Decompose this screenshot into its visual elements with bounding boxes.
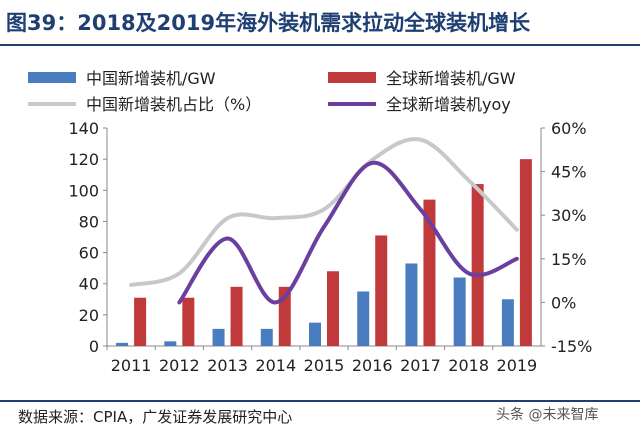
right-tick-label: 60% [551, 119, 587, 138]
legend-swatch [28, 72, 76, 83]
left-tick-label: 60 [79, 244, 99, 263]
global-bar [327, 271, 339, 346]
global-bar [230, 286, 243, 346]
left-tick-label: 20 [79, 306, 99, 325]
lines [129, 137, 519, 305]
source-note: 数据来源：CPIA，广发证券发展研究中心 [18, 408, 293, 426]
x-tick-label: 2015 [304, 356, 345, 375]
legend-label: 中国新增装机占比（%） [86, 95, 261, 114]
china-bar [309, 322, 321, 346]
china-bar [405, 263, 418, 346]
china-bar [357, 291, 370, 346]
legend-global-bar: 全球新增装机/GW [328, 69, 516, 88]
global-bar [471, 184, 484, 346]
legend-share-line: 中国新增装机占比（%） [28, 95, 261, 114]
left-tick-label: 120 [68, 150, 99, 169]
share-line [129, 137, 519, 287]
x-tick-label: 2013 [207, 356, 248, 375]
x-tick-label: 2019 [497, 356, 538, 375]
legend-label: 全球新增装机/GW [386, 69, 516, 88]
right-tick-label: 15% [551, 250, 587, 269]
china-bar [212, 328, 225, 346]
yoy-line [177, 160, 519, 305]
right-tick-label: 30% [551, 206, 587, 225]
legend: 中国新增装机/GW 全球新增装机/GW 中国新增装机占比（%） 全球新增装机yoy [28, 69, 516, 114]
china-bar [164, 341, 177, 346]
legend-label: 全球新增装机yoy [386, 95, 511, 114]
right-tick-label: -15% [551, 337, 592, 356]
legend-china-bar: 中国新增装机/GW [28, 69, 216, 88]
china-bar [260, 328, 273, 346]
x-tick-label: 2011 [111, 356, 152, 375]
left-tick-label: 140 [68, 119, 99, 138]
x-tick-label: 2018 [448, 356, 489, 375]
x-tick-label: 2017 [400, 356, 441, 375]
title-bar: 图39：2018及2019年海外装机需求拉动全球装机增长 [0, 0, 640, 44]
x-tick-label: 2016 [352, 356, 393, 375]
x-tick-label: 2014 [255, 356, 296, 375]
left-tick-label: 0 [89, 337, 99, 356]
right-tick-label: 0% [551, 293, 576, 312]
china-bar [501, 299, 514, 346]
left-tick-label: 80 [79, 212, 99, 231]
global-bar [375, 235, 388, 346]
title-divider [0, 44, 640, 46]
china-bar [116, 342, 129, 346]
global-bar [423, 199, 436, 346]
axes: 0 20 40 60 80 100 120 140 -15% 0% 15% 30% 45% 60% 2011… [68, 119, 592, 375]
right-tick-label: 45% [551, 163, 587, 182]
global-bar [182, 297, 195, 346]
global-bar [134, 297, 147, 346]
left-tick-label: 100 [68, 181, 99, 200]
footer-divider [0, 400, 640, 402]
legend-yoy-line: 全球新增装机yoy [328, 95, 511, 114]
watermark: 头条 @未来智库 [496, 407, 599, 423]
chart: 中国新增装机/GW 全球新增装机/GW 中国新增装机占比（%） 全球新增装机yoy 0… [28, 69, 592, 375]
chart-title: 图39：2018及2019年海外装机需求拉动全球装机增长 [6, 11, 531, 35]
global-bar [519, 159, 532, 346]
legend-swatch [328, 72, 376, 83]
legend-label: 中国新增装机/GW [86, 69, 216, 88]
x-tick-label: 2012 [159, 356, 200, 375]
left-tick-label: 40 [79, 275, 99, 294]
china-bar [453, 277, 466, 346]
bars [116, 159, 532, 346]
